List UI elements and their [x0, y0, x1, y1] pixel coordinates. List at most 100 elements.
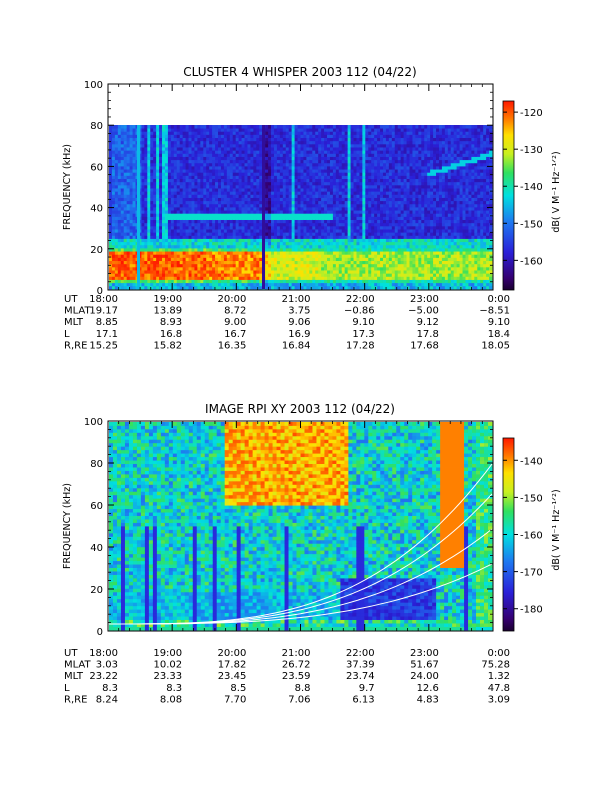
- heatmap-cell: [285, 150, 290, 154]
- heatmap-cell: [327, 232, 331, 236]
- heatmap-cell: [144, 188, 148, 192]
- heatmap-cell: [276, 270, 281, 274]
- heatmap-cell: [265, 162, 269, 167]
- heatmap-cell: [164, 229, 169, 233]
- heatmap-cell: [194, 194, 198, 198]
- heatmap-cell: [371, 147, 375, 151]
- heatmap-cell: [279, 125, 284, 129]
- heatmap-cell: [244, 222, 248, 227]
- heatmap-cell: [159, 210, 163, 214]
- heatmap-cell: [126, 263, 131, 268]
- heatmap-cell: [223, 225, 228, 230]
- heatmap-cell: [144, 266, 148, 271]
- heatmap-cell: [362, 216, 366, 221]
- heatmap-cell: [182, 147, 186, 151]
- heatmap-cell: [123, 244, 128, 249]
- heatmap-cell: [129, 134, 133, 139]
- heatmap-cell: [232, 225, 237, 230]
- heatmap-cell: [206, 225, 210, 230]
- heatmap-cell: [129, 194, 133, 198]
- heatmap-cell: [324, 172, 328, 176]
- heatmap-cell: [294, 282, 298, 287]
- heatmap-cell: [114, 169, 119, 173]
- heatmap-cell: [374, 216, 378, 221]
- heatmap-cell: [324, 159, 328, 164]
- heatmap-cell: [156, 213, 160, 217]
- heatmap-cell: [282, 251, 287, 255]
- heatmap-cell: [215, 184, 219, 189]
- heatmap-cell: [185, 172, 189, 176]
- heatmap-cell: [318, 235, 322, 239]
- heatmap-cell: [374, 159, 378, 164]
- heatmap-cell: [377, 207, 381, 211]
- heatmap-cell: [380, 159, 384, 164]
- heatmap-cell: [250, 207, 254, 211]
- heatmap-cell: [153, 257, 157, 262]
- heatmap-cell: [327, 184, 331, 189]
- heatmap-cell: [241, 238, 245, 243]
- heatmap-cell: [247, 159, 251, 164]
- heatmap-cell: [306, 222, 310, 227]
- heatmap-cell: [309, 134, 313, 139]
- heatmap-cell: [117, 128, 122, 132]
- heatmap-cell: [241, 166, 245, 170]
- heatmap-cell: [238, 188, 242, 192]
- heatmap-cell: [111, 147, 116, 151]
- heatmap-cell: [117, 248, 122, 252]
- heatmap-cell: [265, 219, 269, 224]
- heatmap-cell: [294, 203, 298, 208]
- heatmap-cell: [247, 270, 251, 274]
- heatmap-cell: [309, 248, 313, 252]
- heatmap-cell: [288, 200, 293, 205]
- heatmap-cell: [335, 137, 340, 142]
- heatmap-cell: [282, 235, 287, 239]
- heatmap-cell: [365, 276, 369, 280]
- heatmap-cell: [123, 194, 128, 198]
- heatmap-cell: [382, 166, 387, 170]
- heatmap-cell: [138, 207, 142, 211]
- heatmap-cell: [244, 162, 248, 167]
- heatmap-cell: [179, 229, 184, 233]
- heatmap-cell: [170, 232, 175, 236]
- heatmap-cell: [244, 282, 248, 287]
- heatmap-cell: [332, 178, 337, 183]
- heatmap-cell: [126, 241, 131, 246]
- heatmap-cell: [220, 172, 225, 176]
- heatmap-cell: [285, 178, 290, 183]
- heatmap-cell: [359, 257, 363, 262]
- heatmap-cell: [220, 273, 225, 277]
- heatmap-cell: [170, 235, 175, 239]
- heatmap-cell: [232, 254, 237, 258]
- heatmap-cell: [212, 270, 216, 274]
- heatmap-cell: [123, 241, 128, 246]
- heatmap-cell: [132, 147, 136, 151]
- heatmap-cell: [238, 222, 242, 227]
- heatmap-cell: [312, 203, 316, 208]
- heatmap-cell: [388, 279, 393, 284]
- heatmap-cell: [212, 222, 216, 227]
- heatmap-cell: [362, 213, 366, 217]
- heatmap-cell: [247, 244, 251, 249]
- heatmap-cell: [138, 175, 142, 180]
- heatmap-cell: [167, 282, 172, 287]
- heatmap-cell: [341, 181, 346, 186]
- heatmap-cell: [341, 128, 346, 132]
- heatmap-cell: [288, 251, 293, 255]
- heatmap-cell: [300, 137, 304, 142]
- heatmap-cell: [188, 131, 192, 135]
- heatmap-cell: [329, 162, 334, 167]
- heatmap-cell: [291, 143, 296, 148]
- heatmap-cell: [380, 251, 384, 255]
- heatmap-cell: [294, 175, 298, 180]
- heatmap-cell: [144, 169, 148, 173]
- heatmap-cell: [111, 134, 116, 139]
- heatmap-cell: [279, 194, 284, 198]
- heatmap-cell: [153, 203, 157, 208]
- heatmap-cell: [209, 188, 213, 192]
- heatmap-cell: [306, 194, 310, 198]
- heatmap-cell: [229, 162, 234, 167]
- heatmap-cell: [321, 273, 325, 277]
- heatmap-cell: [147, 131, 151, 135]
- heatmap-cell: [385, 172, 390, 176]
- heatmap-cell: [132, 166, 136, 170]
